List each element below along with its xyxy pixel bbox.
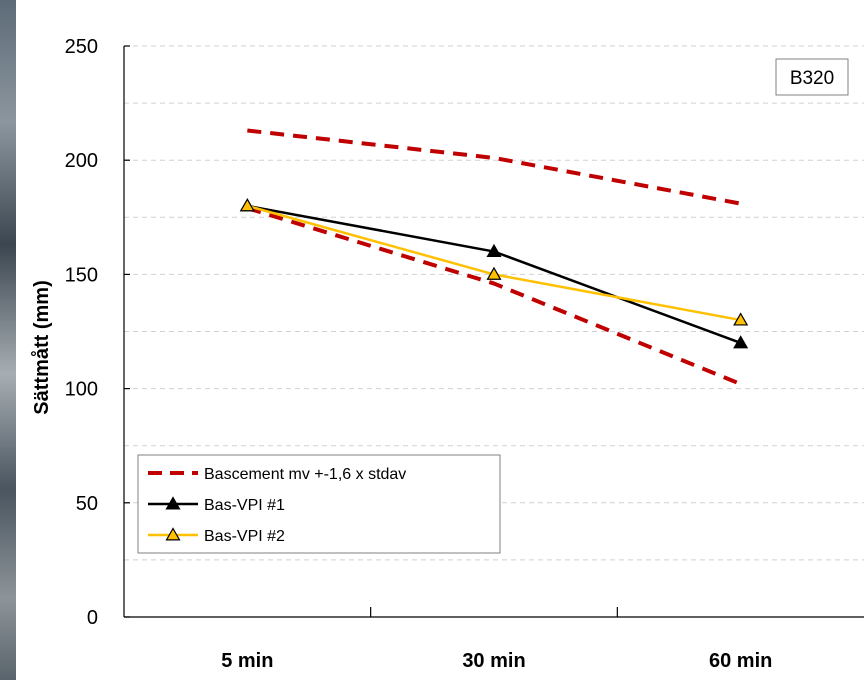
data-point-marker (733, 312, 749, 326)
annotation-text: B320 (790, 68, 834, 89)
x-tick-label: 30 min (462, 650, 525, 672)
y-tick-label: 0 (87, 607, 98, 629)
series-line (246, 204, 741, 322)
data-point-marker (165, 496, 181, 510)
series-line (247, 128, 742, 206)
data-point-marker (165, 527, 181, 541)
x-tick-label: 5 min (221, 650, 273, 672)
data-point-marker (733, 335, 749, 349)
background-photo-strip (0, 0, 16, 680)
axes: 0 50 100 150 200 250 5 min 30 min 60 min (65, 36, 864, 672)
chart-annotation-badge: B320 (775, 58, 849, 96)
data-point-marker (239, 198, 255, 212)
annotation-box (775, 58, 849, 96)
y-tick-label: 200 (65, 150, 98, 172)
series-line (246, 206, 742, 386)
legend-label: Bas-VPI #2 (204, 528, 285, 545)
y-tick-label: 250 (65, 36, 98, 58)
y-tick-label: 150 (65, 264, 98, 286)
data-point-marker (486, 266, 502, 280)
x-tick-label: 60 min (709, 650, 772, 672)
legend: Bascement mv +-1,6 x stdav Bas-VPI #1 Bas-… (137, 454, 501, 554)
legend-label: Bascement mv +-1,6 x stdav (204, 466, 406, 483)
legend-box (137, 454, 501, 554)
legend-label: Bas-VPI #1 (204, 497, 285, 514)
y-tick-label: 100 (65, 379, 98, 401)
y-axis-title: Sättmått (mm) (30, 280, 53, 414)
series (239, 128, 749, 386)
y-tick-label: 50 (76, 493, 98, 515)
data-point-marker (486, 243, 502, 258)
